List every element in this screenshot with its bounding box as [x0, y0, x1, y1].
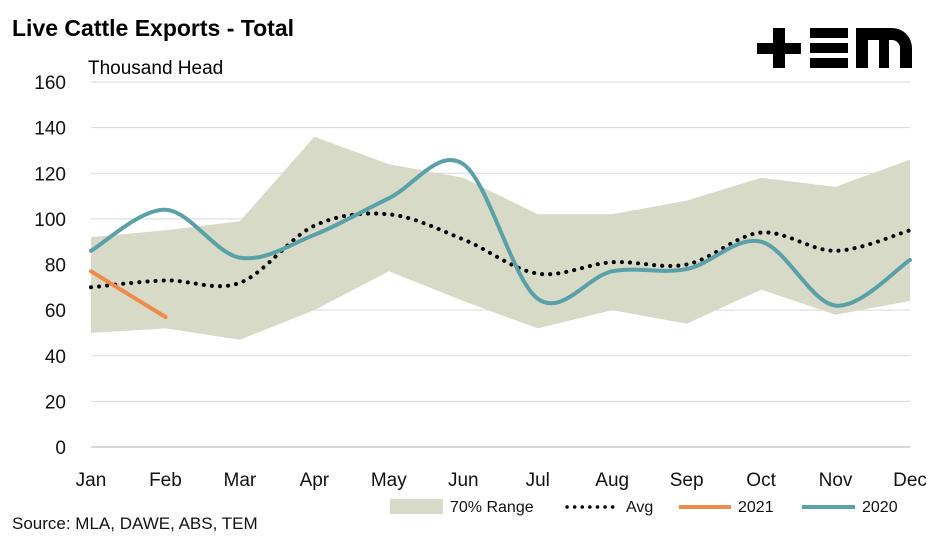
y-tick-label: 140: [34, 119, 66, 140]
legend-label-range: 70% Range: [450, 499, 534, 516]
series-line-2020: [89, 158, 912, 308]
chart-title: Live Cattle Exports - Total: [12, 15, 294, 41]
source-note: Source: MLA, DAWE, ABS, TEM: [12, 514, 258, 533]
y-axis-unit-label: Thousand Head: [88, 58, 223, 79]
x-tick-label: Apr: [300, 470, 330, 491]
y-tick-label: 20: [45, 392, 66, 413]
y-tick-label: 100: [34, 210, 66, 231]
legend-swatch-range: [390, 499, 443, 514]
series-line-avg: [89, 211, 912, 290]
plot-area: [89, 136, 912, 340]
legend-label-avg: Avg: [626, 499, 653, 516]
y-tick-label: 80: [45, 256, 66, 277]
x-tick-label: Dec: [893, 470, 927, 491]
legend: 70% Range Avg 2021 2020: [390, 499, 898, 516]
x-tick-label: Nov: [819, 470, 853, 491]
x-tick-label: Jun: [448, 470, 479, 491]
y-tick-label: 60: [45, 301, 66, 322]
y-tick-label: 40: [45, 347, 66, 368]
x-tick-label: Oct: [746, 470, 776, 491]
range-band-70pct: [91, 136, 910, 340]
x-tick-label: Aug: [595, 470, 629, 491]
legend-label-2020: 2020: [862, 499, 898, 516]
x-axis-ticks: Jan Feb Mar Apr May Jun Jul Aug Sep Oct Nov Dec: [76, 470, 927, 491]
x-tick-label: Jul: [526, 470, 550, 491]
series-line-2021: [89, 269, 168, 319]
y-tick-label: 120: [34, 164, 66, 185]
y-tick-label: 160: [34, 73, 66, 94]
x-tick-label: Sep: [670, 470, 704, 491]
x-tick-label: Mar: [224, 470, 257, 491]
x-tick-label: May: [371, 470, 407, 491]
tem-logo: [757, 28, 912, 68]
x-tick-label: Feb: [149, 470, 182, 491]
legend-label-2021: 2021: [738, 499, 774, 516]
y-axis-ticks: 0 20 40 60 80 100 120 140 160: [34, 73, 66, 459]
y-tick-label: 0: [55, 438, 66, 459]
x-tick-label: Jan: [76, 470, 107, 491]
